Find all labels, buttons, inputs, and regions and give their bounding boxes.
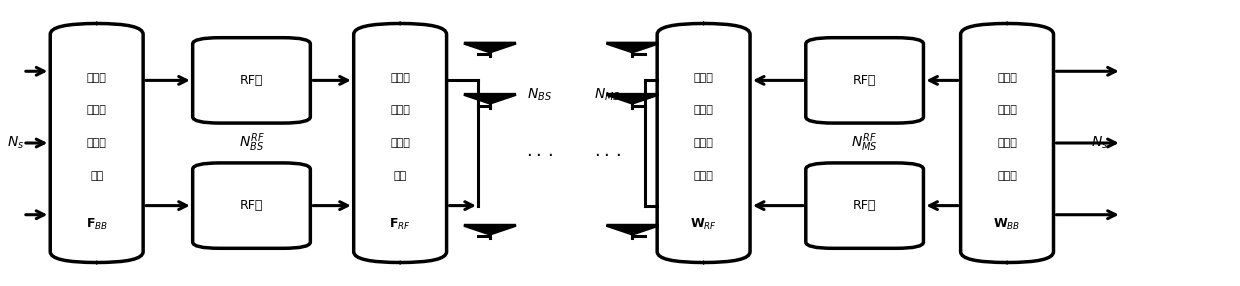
Text: 接收端: 接收端	[997, 73, 1017, 83]
FancyBboxPatch shape	[353, 23, 446, 263]
Text: $\mathbf{W}_{BB}$: $\mathbf{W}_{BB}$	[993, 217, 1021, 233]
Text: 成型器: 成型器	[997, 171, 1017, 181]
Text: $N_{MS}$: $N_{MS}$	[594, 86, 621, 103]
Polygon shape	[606, 94, 658, 103]
Text: 码器: 码器	[393, 171, 407, 181]
Text: 拟预编: 拟预编	[391, 138, 410, 148]
Text: 成型器: 成型器	[693, 171, 713, 181]
FancyBboxPatch shape	[806, 38, 924, 123]
Text: 接收端: 接收端	[693, 73, 713, 83]
Polygon shape	[606, 43, 658, 52]
FancyBboxPatch shape	[961, 23, 1054, 263]
Text: 拟波束: 拟波束	[693, 138, 713, 148]
FancyBboxPatch shape	[192, 38, 310, 123]
Text: RF链: RF链	[239, 74, 263, 87]
Text: RF链: RF链	[853, 199, 877, 212]
Polygon shape	[464, 43, 516, 52]
Text: $N_s$: $N_s$	[1091, 135, 1107, 151]
Polygon shape	[464, 225, 516, 234]
Text: $\cdot\cdot\cdot$: $\cdot\cdot\cdot$	[594, 145, 621, 163]
Polygon shape	[464, 94, 516, 103]
FancyBboxPatch shape	[192, 163, 310, 248]
Text: 发射端: 发射端	[391, 73, 410, 83]
Text: 字波束: 字波束	[997, 138, 1017, 148]
Text: 码器: 码器	[91, 171, 103, 181]
Polygon shape	[606, 225, 658, 234]
Text: 发射端: 发射端	[87, 73, 107, 83]
FancyBboxPatch shape	[806, 163, 924, 248]
Text: 字预编: 字预编	[87, 138, 107, 148]
Text: $\mathbf{F}_{BB}$: $\mathbf{F}_{BB}$	[86, 217, 108, 233]
FancyBboxPatch shape	[51, 23, 143, 263]
Text: 射频模: 射频模	[693, 105, 713, 115]
Text: $N_{BS}$: $N_{BS}$	[527, 86, 552, 103]
Text: $N_{BS}^{RF}$: $N_{BS}^{RF}$	[238, 132, 264, 154]
Text: 基带数: 基带数	[87, 105, 107, 115]
FancyBboxPatch shape	[657, 23, 750, 263]
Text: 射频模: 射频模	[391, 105, 410, 115]
Text: $\mathbf{W}_{RF}$: $\mathbf{W}_{RF}$	[689, 217, 717, 233]
Text: $N_s$: $N_s$	[7, 135, 24, 151]
Text: RF链: RF链	[853, 74, 877, 87]
Text: $\cdot\cdot\cdot$: $\cdot\cdot\cdot$	[526, 145, 553, 163]
Text: $\mathbf{F}_{RF}$: $\mathbf{F}_{RF}$	[389, 217, 412, 233]
Text: 基带数: 基带数	[997, 105, 1017, 115]
Text: RF链: RF链	[239, 199, 263, 212]
Text: $N_{MS}^{RF}$: $N_{MS}^{RF}$	[852, 132, 878, 154]
